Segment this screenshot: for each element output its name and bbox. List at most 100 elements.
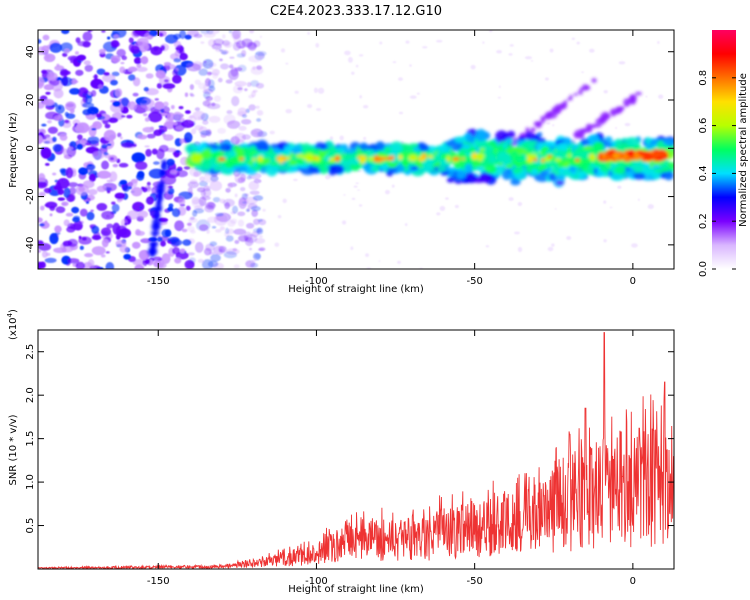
- spectrogram-cell: [146, 181, 151, 186]
- spectrogram-cell: [578, 150, 592, 160]
- spectrogram-cell: [324, 174, 331, 180]
- spectrogram-cell: [148, 111, 163, 123]
- spectrogram-cell: [45, 201, 58, 209]
- spectrogram-cell: [404, 223, 408, 227]
- spectrogram-cell: [61, 30, 70, 35]
- spectrogram-cell: [203, 185, 211, 192]
- snr-ytick-label: 1.0: [25, 474, 36, 490]
- spectrogram-cell: [199, 176, 205, 182]
- spectrogram-cell: [158, 217, 169, 223]
- spectrogram-cell: [43, 187, 52, 194]
- spectrogram-cell: [74, 51, 80, 55]
- spectrogram-cell: [119, 179, 128, 186]
- spectrogram-cell: [160, 174, 177, 186]
- spectrogram-cell: [182, 239, 192, 246]
- spectrogram-cell: [533, 121, 543, 127]
- spectrogram-cell: [526, 147, 533, 155]
- spectrogram-cell: [359, 94, 362, 99]
- spectrogram-cell: [79, 208, 88, 217]
- spectrogram-cell: [241, 118, 252, 125]
- spectrogram-cell: [236, 165, 248, 173]
- spectrogram-cell: [149, 246, 156, 253]
- snr-ytick-label: 0.5: [25, 518, 36, 534]
- spectrogram-cell: [251, 259, 257, 262]
- spectrogram-cell: [251, 90, 256, 98]
- spectrogram-cell: [161, 253, 171, 265]
- spectrogram-cell: [145, 148, 152, 157]
- spectrogram-cell: [215, 228, 222, 233]
- spectrogram-cell: [565, 138, 572, 145]
- spectrogram-cell: [398, 111, 404, 115]
- spectrogram-cell: [296, 154, 305, 158]
- spectrogram-cell: [285, 108, 292, 114]
- spectrogram-cell: [241, 134, 251, 140]
- spectrogram-cell: [365, 253, 370, 257]
- spectrogram-cell: [230, 30, 240, 40]
- spectrogram-cell: [173, 196, 185, 204]
- spectrogram-cell: [75, 261, 86, 269]
- spectrogram-cell: [205, 96, 213, 101]
- spectrogram-cell: [111, 71, 120, 77]
- spectrogram-cell: [436, 39, 443, 43]
- spectrogram-cell: [155, 203, 163, 212]
- spectrogram-cell: [124, 222, 128, 226]
- colorbar: 0.0 0.2 0.4 0.6 0.8 Normalized spectral ampl…: [698, 30, 749, 277]
- spectrogram-cell: [43, 53, 56, 63]
- spectrogram-cell: [255, 82, 265, 89]
- spectrogram-cell: [106, 36, 111, 40]
- spectrogram-cell: [412, 147, 421, 152]
- spectrogram-cell: [142, 187, 148, 193]
- snr-frame: [37, 329, 675, 570]
- spectrogram-cell: [222, 34, 226, 39]
- spectrogram-cell: [158, 125, 168, 133]
- spectrogram-cell: [273, 147, 281, 154]
- spectrogram-cell: [136, 66, 148, 72]
- spectrogram-cell: [317, 87, 325, 94]
- spectrogram-cell: [78, 236, 92, 245]
- spectrogram-cell: [103, 151, 109, 156]
- spectrogram-cell: [537, 132, 543, 138]
- spectrogram-cell: [186, 62, 198, 68]
- spectrogram-cell: [65, 167, 74, 179]
- spectrogram-cell: [111, 41, 121, 48]
- spectrogram-cell: [237, 211, 246, 217]
- spectrogram-cell: [144, 117, 150, 122]
- spectrogram-cell: [618, 106, 625, 111]
- spectrogram-cell: [563, 100, 568, 105]
- spectrogram-cell: [362, 104, 369, 109]
- spectrogram-cell: [92, 150, 105, 160]
- spectrogram-cell: [68, 193, 76, 202]
- spectrogram-cell: [152, 237, 157, 241]
- spectrogram-cell: [482, 41, 485, 44]
- spectrogram-cell: [496, 49, 503, 54]
- spectrogram-cell: [88, 173, 96, 182]
- spectrogram-cell: [91, 246, 106, 256]
- spectrogram-cell: [422, 46, 428, 49]
- spectrogram-cell: [209, 67, 214, 70]
- spectrogram-cell: [496, 152, 511, 164]
- spectrogram-cell: [471, 143, 477, 147]
- spectrogram-cell: [375, 141, 386, 151]
- spectrogram-cell: [318, 164, 323, 171]
- spectrogram-cell: [222, 198, 235, 207]
- spectrogram-cell: [179, 138, 185, 144]
- spectrogram-cell: [46, 120, 52, 124]
- spectrogram-cell: [307, 31, 310, 35]
- spectrogram-cell: [148, 30, 158, 37]
- spectrogram-cell: [71, 79, 79, 84]
- snr-xtick-label: -100: [305, 576, 328, 587]
- spectrogram-cell: [38, 137, 44, 143]
- spectrogram-cell: [128, 37, 134, 44]
- spectrogram-cell: [175, 125, 185, 131]
- spectrogram-cell: [144, 145, 150, 148]
- spectrogram-cell: [574, 158, 580, 162]
- spectrogram-cell: [44, 257, 57, 264]
- spectrogram-cell: [452, 157, 461, 161]
- spectrogram-cell: [44, 220, 48, 224]
- spectrogram-cell: [318, 150, 327, 159]
- spectrogram-cell: [343, 194, 346, 196]
- spectrogram-cell: [96, 68, 106, 75]
- spectrogram-cell: [164, 229, 172, 237]
- spectrogram-cell: [239, 157, 245, 161]
- spectrogram-cell: [460, 177, 470, 184]
